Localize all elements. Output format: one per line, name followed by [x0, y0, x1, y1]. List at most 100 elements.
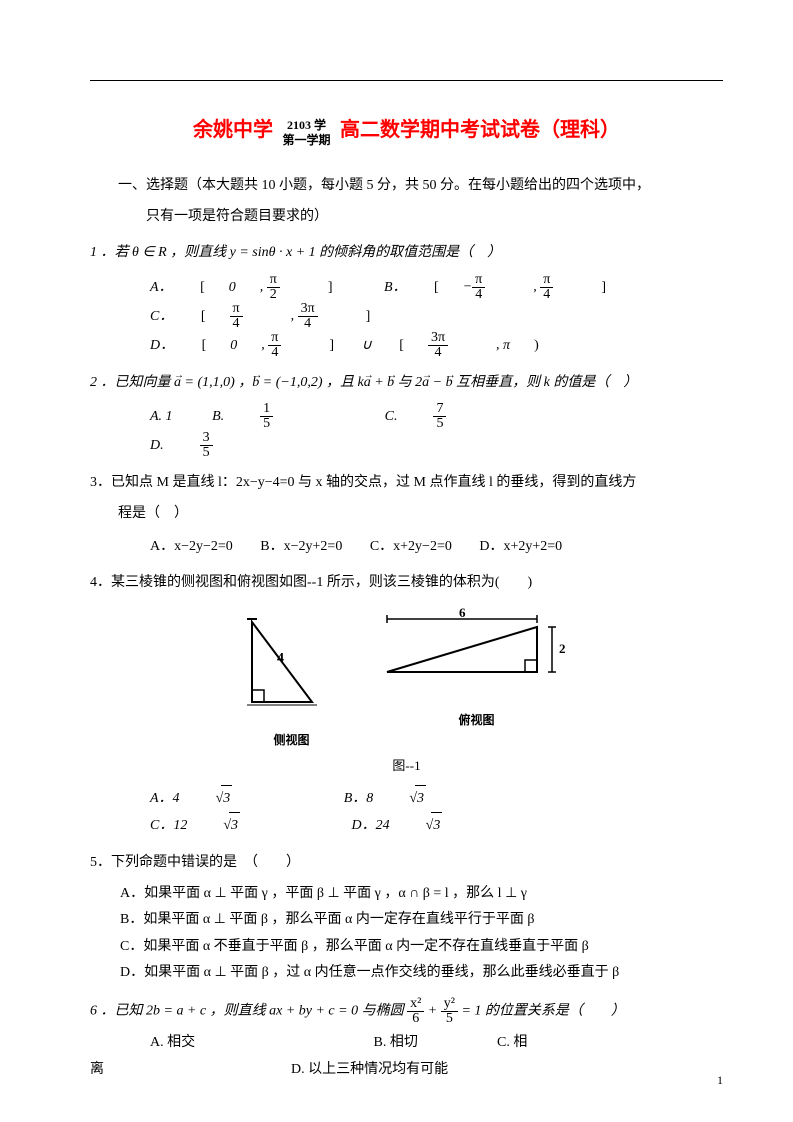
q6-b: = 1 的位置关系是（ ） — [461, 1004, 624, 1019]
q3-options: A．x−2y−2=0 B．x−2y+2=0 C．x+2y−2=0 D．x+2y+… — [150, 534, 723, 561]
q2-stem: 2 ．已知向量 a = (1,1,0) ，b = (−1,0,2) ，且 ka … — [90, 370, 723, 397]
q4-figures: 4 侧视图 6 2 俯视图 — [90, 607, 723, 752]
top-rule — [90, 80, 723, 81]
q1-c-lbd: 4 — [230, 317, 243, 331]
q1-opt-d: D． [0, π4] ∪ [3π4, π) — [150, 331, 563, 360]
q2-c-lab: C. — [385, 404, 398, 431]
q4-opt-b: B．8√3 — [344, 785, 498, 813]
top-h-label: 2 — [559, 641, 566, 656]
q1-b-lbd: 4 — [472, 288, 485, 302]
q6-xn: x² — [407, 997, 424, 1012]
q4-d-lab: D．24 — [352, 813, 390, 840]
q4-b-lab: B．8 — [344, 786, 374, 813]
exam-page: 余姚中学 2103 学 第一学期 高二数学期中考试试卷（理科） 一、选择题（本大… — [0, 0, 793, 1122]
q1-b-label: B． — [384, 275, 407, 302]
q1-a-ubn: π — [267, 273, 280, 288]
q2-dn: 3 — [200, 431, 213, 446]
q2-e: 与 2 — [394, 375, 422, 390]
side-edge-label: 4 — [277, 651, 284, 666]
section-intro-2: 只有一项是符合题目要求的） — [90, 204, 723, 231]
term-text: 第一学期 — [282, 133, 330, 147]
q2-opt-d: D. 35 — [150, 431, 285, 460]
q1-a-label: A． — [150, 275, 173, 302]
q4-options: A．4√3 B．8√3 C．12√3 D．24√3 — [150, 785, 723, 840]
title-row: 余姚中学 2103 学 第一学期 高二数学期中考试试卷（理科） — [90, 111, 723, 149]
q6-yn: y² — [441, 997, 458, 1012]
q2-options: A. 1 B. 15 C. 75 D. 35 — [150, 402, 723, 460]
q2-bn: 1 — [260, 402, 273, 417]
q1-d1-lb: 0 — [230, 333, 237, 360]
q1-d-union: ∪ — [362, 333, 372, 360]
school-name: 余姚中学 — [193, 119, 273, 141]
q5-options: A．如果平面 α ⊥ 平面 γ ，平面 β ⊥ 平面 γ ，α ∩ β = l … — [120, 881, 723, 987]
q1-stem-text: 1 ．若 θ ∈ R ，则直线 y = sinθ · x + 1 的倾斜角的取值… — [90, 245, 501, 260]
q1-c-ubd: 4 — [298, 317, 318, 331]
q6-opt-a: A. 相交 — [150, 1030, 370, 1057]
q3-opt-c: C．x+2y−2=0 — [370, 534, 452, 561]
q2-bd: 5 — [260, 417, 273, 431]
q1-d1-ubd: 4 — [268, 346, 281, 360]
q2-opt-c: C. 75 — [385, 402, 519, 431]
q1-b-ubn: π — [540, 273, 553, 288]
q6-yd: 5 — [441, 1012, 458, 1026]
q2-cn: 7 — [433, 402, 446, 417]
q2-opt-b: B. 15 — [212, 402, 345, 431]
q4-stem: 4．某三棱锥的侧视图和俯视图如图--1 所示，则该三棱锥的体积为( ) — [90, 570, 723, 597]
q6-options-line2: 离 D. 以上三种情况均有可能 — [90, 1057, 723, 1084]
q2-opt-a: A. 1 — [150, 404, 173, 431]
q4-c-lab: C．12 — [150, 813, 187, 840]
q1-b-ubd: 4 — [540, 288, 553, 302]
q4-b-rad: 3 — [415, 785, 426, 813]
top-len-label: 6 — [459, 607, 466, 620]
side-view-svg: 4 — [237, 607, 347, 717]
q5-opt-c: C．如果平面 α 不垂直于平面 β ，那么平面 α 内一定不存在直线垂直于平面 … — [120, 934, 723, 961]
q4-c-rad: 3 — [229, 812, 240, 840]
q1-opt-a: A． [0, π2] — [150, 273, 356, 302]
q1-d-label: D． — [150, 333, 174, 360]
side-view-label: 侧视图 — [237, 729, 347, 752]
q3-stem-1: 3．已知点 M 是直线 l：2x−y−4=0 与 x 轴的交点，过 M 点作直线… — [90, 470, 723, 497]
q5-stem: 5．下列命题中错误的是 （ ） — [90, 850, 723, 877]
q4-opt-c: C．12√3 — [150, 812, 312, 840]
q3-opt-a: A．x−2y−2=0 — [150, 534, 233, 561]
q5-opt-a: A．如果平面 α ⊥ 平面 γ ，平面 β ⊥ 平面 γ ，α ∩ β = l … — [120, 881, 723, 908]
q2-a: 2 ．已知向量 — [90, 375, 174, 390]
q2-g: 互相垂直，则 k 的值是（ ） — [453, 375, 638, 390]
q2-d-lab: D. — [150, 433, 164, 460]
q6-options-line1: A. 相交 B. 相切 C. 相 — [150, 1030, 723, 1057]
exam-title: 高二数学期中考试试卷（理科） — [340, 119, 620, 141]
q3-stem-2: 程是（ ） — [90, 501, 723, 528]
q1-c-lbn: π — [230, 302, 243, 317]
q4-opt-a: A．4√3 — [150, 785, 304, 813]
q2-c: = (−1,0,2) ，且 k — [259, 375, 363, 390]
q2-b: = (1,1,0) ， — [181, 375, 252, 390]
q4-a-rad: 3 — [221, 785, 232, 813]
q2-b-lab: B. — [212, 404, 224, 431]
q1-d1-ubn: π — [268, 331, 281, 346]
q1-c-ubn: 3π — [298, 302, 318, 317]
term-block: 2103 学 第一学期 — [282, 118, 330, 147]
q2-cd: 5 — [433, 417, 446, 431]
q4-caption: 图--1 — [90, 754, 723, 779]
q6-opt-b: B. 相切 — [374, 1030, 494, 1057]
q1-d2-lbn: 3π — [428, 331, 448, 346]
q6-c-cont: 离 — [90, 1062, 104, 1077]
q1-d2-lbd: 4 — [428, 346, 448, 360]
q6-a: 6 ．已知 2b = a + c ，则直线 ax + by + c = 0 与椭… — [90, 1004, 407, 1019]
q1-b-lbn: π — [472, 273, 485, 288]
q2-dd: 5 — [200, 446, 213, 460]
q5-opt-b: B．如果平面 α ⊥ 平面 β ，那么平面 α 内一定存在直线平行于平面 β — [120, 907, 723, 934]
q1-opt-b: B． [−π4, π4] — [384, 273, 630, 302]
q6-stem: 6 ．已知 2b = a + c ，则直线 ax + by + c = 0 与椭… — [90, 997, 723, 1026]
q5-opt-d: D．如果平面 α ⊥ 平面 β ，过 α 内任意一点作交线的垂线，那么此垂线必垂… — [120, 960, 723, 987]
q3-opt-d: D．x+2y+2=0 — [479, 534, 562, 561]
q1-stem: 1 ．若 θ ∈ R ，则直线 y = sinθ · x + 1 的倾斜角的取值… — [90, 240, 723, 267]
q1-c-label: C． — [150, 304, 173, 331]
q4-opt-d: D．24√3 — [352, 812, 515, 840]
q1-opt-c: C． [π4, 3π4] — [150, 302, 394, 331]
q3-opt-b: B．x−2y+2=0 — [260, 534, 342, 561]
page-number: 1 — [717, 1069, 723, 1092]
q6-opt-d: D. 以上三种情况均有可能 — [291, 1062, 448, 1077]
q6-opt-c: C. 相 — [497, 1035, 527, 1050]
top-view-figure: 6 2 俯视图 — [377, 607, 577, 752]
